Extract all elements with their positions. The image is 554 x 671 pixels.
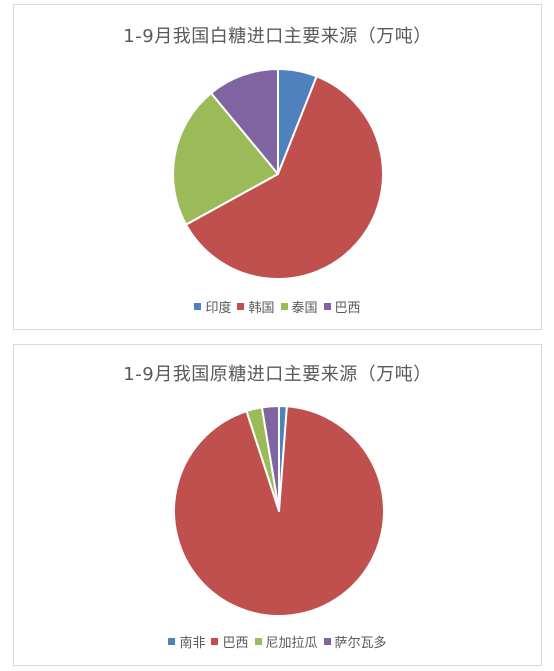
legend-item-south-africa: 南非 — [168, 632, 205, 651]
legend-swatch — [280, 303, 288, 310]
legend-label: 尼加拉瓜 — [265, 636, 318, 651]
pie-slice-2 — [172, 92, 279, 226]
pie-chart-white-sugar — [172, 68, 384, 280]
chart-title: 1-9月我国白糖进口主要来源（万吨） — [123, 26, 432, 47]
legend-item-brazil: 巴西 — [323, 297, 361, 316]
pie-slice-3 — [260, 405, 280, 512]
legend-swatch — [168, 638, 176, 645]
legend-swatch — [323, 303, 331, 310]
legend-item-korea: 韩国 — [237, 297, 275, 316]
legend-swatch — [211, 638, 219, 645]
chart-panel-white-sugar: 1-9月我国白糖进口主要来源（万吨） 印度 韩国 泰国 巴西 — [13, 4, 542, 330]
legend-swatch — [323, 638, 331, 645]
legend-swatch — [254, 638, 262, 645]
legend-label: 南非 — [179, 636, 206, 651]
legend-item-nicaragua: 尼加拉瓜 — [254, 632, 318, 651]
legend-item-thailand: 泰国 — [280, 297, 318, 316]
legend-label: 巴西 — [334, 301, 361, 316]
pie-slice-1 — [184, 75, 384, 280]
legend-label: 萨尔瓦多 — [334, 636, 387, 651]
legend-item-india: 印度 — [194, 297, 231, 316]
pie-slice-3 — [210, 68, 279, 175]
legend-swatch — [237, 303, 245, 310]
legend-label: 印度 — [205, 301, 232, 316]
chart-title: 1-9月我国原糖进口主要来源（万吨） — [123, 364, 432, 385]
legend-swatch — [194, 303, 202, 310]
legend-label: 巴西 — [222, 636, 249, 651]
legend-label: 泰国 — [291, 301, 318, 316]
legend-label: 韩国 — [248, 301, 275, 316]
pie-chart-raw-sugar — [173, 405, 385, 617]
legend-item-el-salvador: 萨尔瓦多 — [323, 632, 387, 651]
legend-item-brazil: 巴西 — [211, 632, 249, 651]
chart-legend: 印度 韩国 泰国 巴西 — [14, 297, 541, 316]
chart-legend: 南非 巴西 尼加拉瓜 萨尔瓦多 — [14, 632, 541, 651]
chart-panel-raw-sugar: 1-9月我国原糖进口主要来源（万吨） 南非 巴西 尼加拉瓜 萨尔瓦多 — [13, 344, 542, 666]
